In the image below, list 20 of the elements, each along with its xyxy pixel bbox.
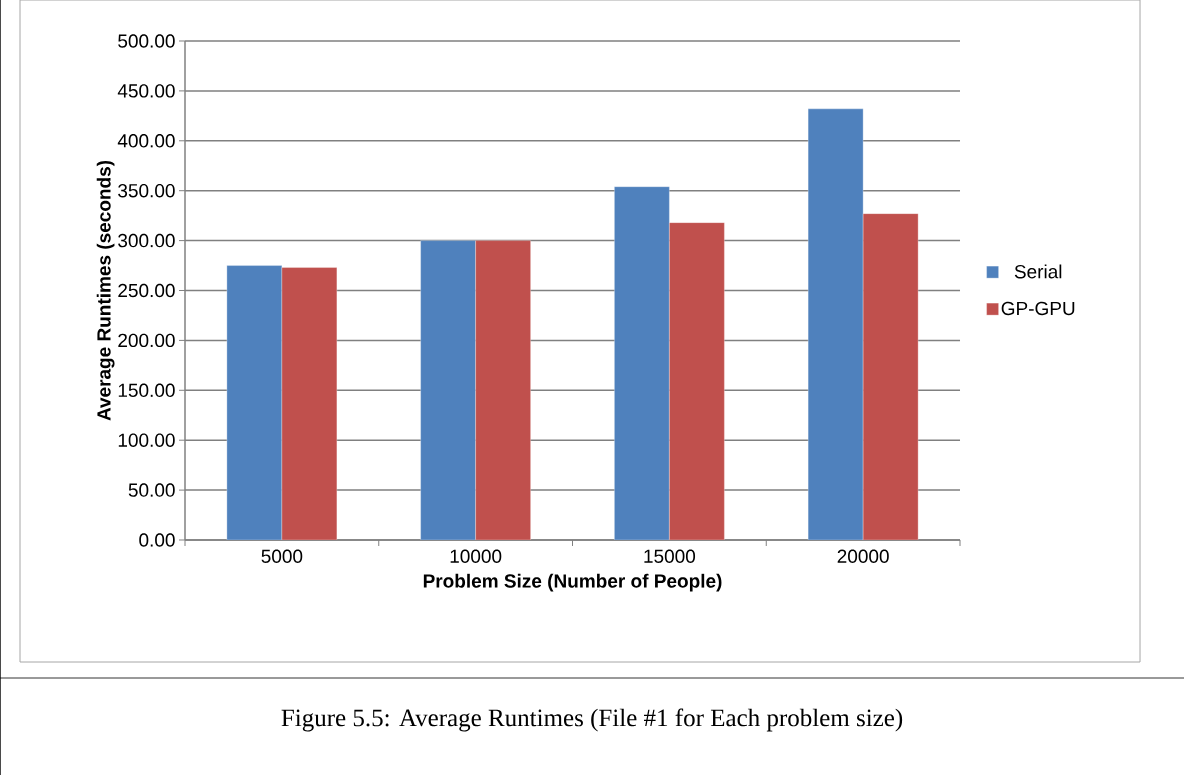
y-tick-label: 250.00: [118, 283, 175, 298]
y-tick-label: 300.00: [118, 233, 175, 248]
x-axis-title: Problem Size (Number of People): [423, 573, 722, 592]
x-tick-label: 15000: [644, 549, 696, 563]
y-tick-label: 450.00: [117, 84, 175, 98]
y-tick-label: 200.00: [118, 333, 175, 348]
y-tick-label: 100.00: [118, 433, 175, 447]
y-tick-label: 50.00: [128, 483, 175, 497]
y-tick-label: 0.00: [139, 533, 175, 547]
y-axis-title: Average Runtimes (seconds): [96, 160, 115, 421]
y-tick-label: 500.00: [118, 34, 175, 48]
legend-label: GP-GPU: [1001, 301, 1075, 316]
x-tick-label: 20000: [837, 549, 889, 563]
x-tick-label: 5000: [261, 549, 303, 563]
legend-label: Serial: [1014, 264, 1062, 279]
x-tick-label: 10000: [450, 549, 502, 563]
y-tick-label: 400.00: [117, 134, 175, 148]
y-tick-label: 150.00: [118, 383, 175, 398]
caption: Figure 5.5: Average Runtimes (File #1 for Each problem size): [281, 708, 903, 732]
y-tick-label: 350.00: [118, 183, 175, 198]
